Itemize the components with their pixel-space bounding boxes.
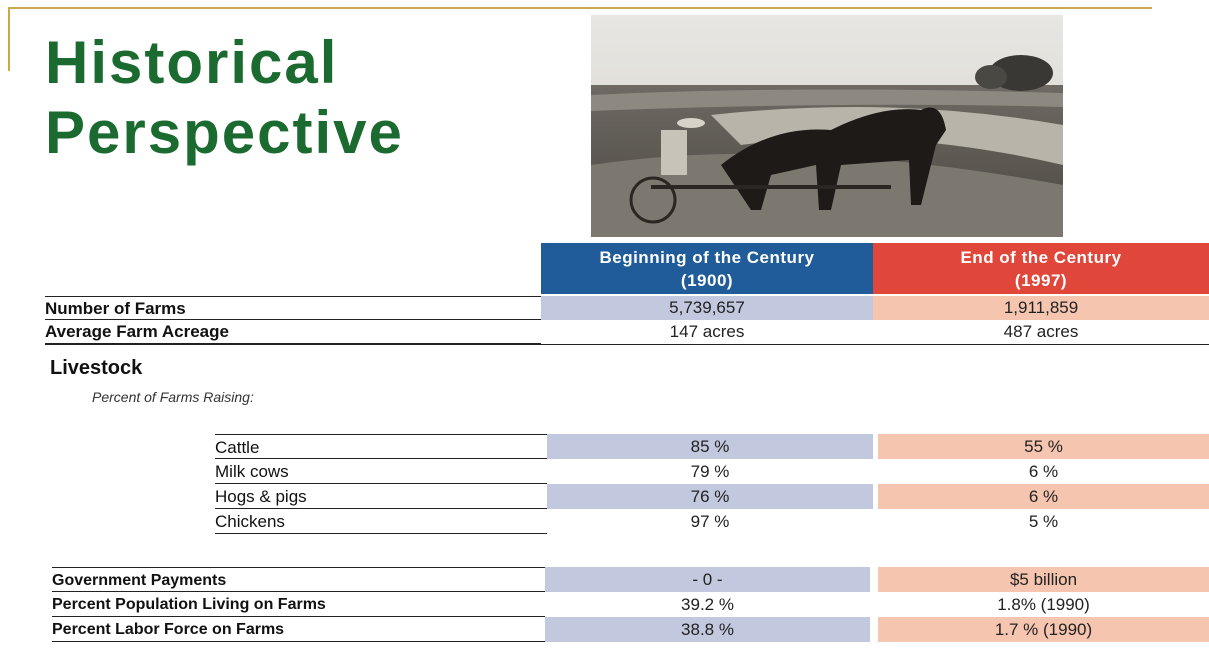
cell: 39.2 % (545, 592, 870, 617)
row-label: Hogs & pigs (215, 484, 547, 509)
cell: 1.7 % (1990) (878, 617, 1209, 642)
row-label: Percent Labor Force on Farms (52, 617, 545, 642)
rule (45, 344, 1209, 345)
cell: $5 billion (878, 567, 1209, 592)
slide-title: Historical Perspective (45, 28, 565, 168)
cell: 97 % (547, 509, 873, 534)
cell: 79 % (547, 459, 873, 484)
row-label: Chickens (215, 509, 547, 534)
cell: 6 % (878, 459, 1209, 484)
cell: 85 % (547, 434, 873, 459)
row-label: Average Farm Acreage (45, 320, 541, 344)
cell: 5 % (878, 509, 1209, 534)
slide: Historical Perspective Beginning of the … (0, 0, 1209, 652)
top-rule (8, 7, 1152, 9)
row-label: Percent Population Living on Farms (52, 592, 545, 617)
cell: - 0 - (545, 567, 870, 592)
section-title: Livestock (50, 357, 142, 380)
row-label: Cattle (215, 434, 547, 459)
cell: 147 acres (541, 320, 873, 344)
row-label: Number of Farms (45, 296, 541, 320)
column-header: End of the Century(1997) (873, 243, 1209, 294)
cell: 76 % (547, 484, 873, 509)
column-header: Beginning of the Century(1900) (541, 243, 873, 294)
cell: 1.8% (1990) (878, 592, 1209, 617)
header-text: Beginning of the Century (541, 246, 873, 269)
header-text: End of the Century (873, 246, 1209, 269)
section-subtitle: Percent of Farms Raising: (92, 389, 254, 405)
header-text: (1900) (541, 269, 873, 292)
header-text: (1997) (873, 269, 1209, 292)
cell: 6 % (878, 484, 1209, 509)
cell: 38.8 % (545, 617, 870, 642)
cell: 55 % (878, 434, 1209, 459)
side-rule (8, 7, 10, 71)
row-label: Milk cows (215, 459, 547, 484)
farm-photo (591, 15, 1063, 237)
cell: 1,911,859 (873, 296, 1209, 320)
cell: 5,739,657 (541, 296, 873, 320)
cell: 487 acres (873, 320, 1209, 344)
row-label: Government Payments (52, 567, 545, 592)
